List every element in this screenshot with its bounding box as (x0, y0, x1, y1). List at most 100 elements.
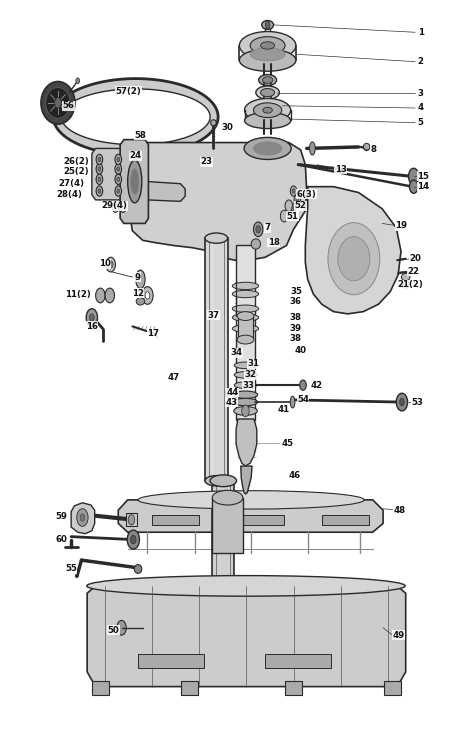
Text: 28(4): 28(4) (57, 190, 82, 199)
Ellipse shape (234, 371, 257, 378)
Ellipse shape (259, 75, 277, 86)
Polygon shape (87, 586, 406, 686)
Text: 12: 12 (132, 289, 144, 297)
Ellipse shape (232, 325, 259, 332)
Text: 25(2): 25(2) (63, 168, 89, 176)
Ellipse shape (250, 48, 285, 61)
Circle shape (117, 167, 119, 171)
Text: 46: 46 (288, 471, 301, 480)
Circle shape (77, 508, 88, 526)
Text: 17: 17 (147, 329, 159, 338)
Text: 53: 53 (411, 398, 423, 407)
Text: 22: 22 (408, 266, 419, 276)
Ellipse shape (232, 305, 259, 312)
Circle shape (115, 186, 121, 196)
Text: 39: 39 (290, 324, 302, 333)
Circle shape (127, 530, 139, 549)
Circle shape (98, 177, 101, 182)
Bar (92, 680, 109, 695)
Polygon shape (236, 419, 257, 466)
Circle shape (115, 164, 121, 174)
Ellipse shape (263, 107, 273, 113)
Circle shape (105, 288, 115, 303)
Polygon shape (120, 139, 148, 224)
Text: 10: 10 (99, 259, 111, 269)
Circle shape (256, 226, 261, 233)
Circle shape (294, 195, 301, 205)
Text: 49: 49 (392, 631, 404, 640)
Ellipse shape (136, 297, 145, 305)
Polygon shape (147, 182, 185, 201)
Circle shape (265, 21, 270, 29)
Ellipse shape (328, 223, 380, 294)
Ellipse shape (234, 362, 257, 369)
Circle shape (98, 157, 101, 162)
Circle shape (117, 621, 126, 635)
Text: 18: 18 (268, 238, 280, 247)
Text: 36: 36 (290, 297, 302, 306)
Circle shape (76, 77, 80, 83)
Text: 60: 60 (56, 535, 68, 544)
Circle shape (98, 189, 101, 193)
Text: 44: 44 (226, 388, 238, 397)
Circle shape (410, 180, 418, 193)
Circle shape (300, 380, 306, 390)
Ellipse shape (232, 282, 259, 289)
Text: 37: 37 (208, 311, 219, 320)
Text: 51: 51 (287, 212, 299, 221)
Ellipse shape (261, 42, 275, 49)
Circle shape (80, 514, 85, 521)
Circle shape (96, 186, 103, 196)
Text: 8: 8 (371, 145, 377, 154)
Polygon shape (71, 503, 95, 534)
Circle shape (145, 292, 150, 299)
Ellipse shape (136, 270, 145, 289)
Ellipse shape (205, 233, 228, 244)
Polygon shape (53, 78, 218, 155)
Text: 16: 16 (86, 322, 98, 331)
Circle shape (292, 189, 295, 193)
Ellipse shape (401, 280, 410, 288)
Text: 11(2): 11(2) (65, 289, 91, 298)
Text: 42: 42 (310, 381, 322, 390)
Bar (205, 238, 228, 480)
Text: 30: 30 (222, 123, 234, 132)
Text: 31: 31 (247, 359, 259, 368)
Text: 57(2): 57(2) (116, 86, 142, 96)
Ellipse shape (254, 142, 282, 155)
Ellipse shape (310, 142, 315, 155)
Ellipse shape (256, 86, 279, 99)
Ellipse shape (41, 81, 75, 124)
Ellipse shape (138, 491, 364, 509)
Circle shape (109, 261, 113, 269)
Ellipse shape (232, 290, 259, 297)
Bar (322, 514, 369, 525)
Bar (265, 654, 331, 668)
Ellipse shape (87, 576, 405, 596)
Ellipse shape (250, 37, 285, 55)
Circle shape (285, 200, 292, 212)
Text: 40: 40 (295, 346, 307, 355)
Text: 33: 33 (243, 381, 255, 390)
Text: 54: 54 (297, 396, 309, 404)
Text: 15: 15 (417, 172, 429, 181)
Circle shape (117, 177, 119, 182)
Ellipse shape (134, 565, 142, 573)
Ellipse shape (262, 21, 273, 30)
Circle shape (280, 210, 288, 222)
Bar (285, 680, 302, 695)
Ellipse shape (210, 475, 237, 486)
Text: 19: 19 (395, 221, 407, 230)
Polygon shape (92, 148, 123, 200)
Ellipse shape (261, 89, 275, 97)
Circle shape (296, 198, 299, 202)
Ellipse shape (130, 169, 139, 194)
Text: 23: 23 (201, 157, 212, 166)
Text: 2: 2 (418, 57, 424, 66)
Circle shape (98, 167, 101, 171)
Circle shape (400, 399, 404, 406)
Circle shape (117, 157, 119, 162)
Bar (212, 497, 243, 553)
Circle shape (86, 308, 98, 326)
Text: 45: 45 (282, 440, 294, 449)
